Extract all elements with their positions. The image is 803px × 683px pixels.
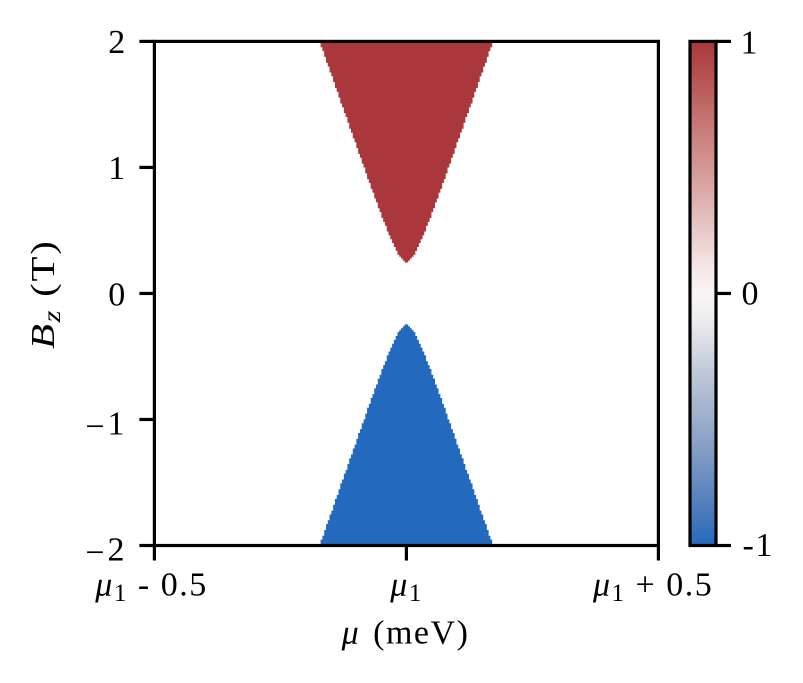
- svg-text:1: 1: [108, 150, 127, 187]
- svg-text:1: 1: [741, 24, 760, 61]
- svg-text:μ1 + 0.5: μ1 + 0.5: [592, 566, 713, 607]
- svg-text:0: 0: [108, 277, 127, 314]
- svg-text:−1: −1: [85, 405, 127, 445]
- svg-text:-1: -1: [743, 527, 774, 564]
- svg-text:2: 2: [108, 24, 127, 61]
- svg-text:Bz(T): Bz(T): [25, 239, 65, 349]
- svg-text:0: 0: [742, 276, 761, 313]
- svg-text:−2: −2: [85, 531, 127, 571]
- svg-text:μ1 - 0.5: μ1 - 0.5: [94, 566, 207, 607]
- svg-text:μ(meV): μ (meV): [341, 615, 470, 652]
- svg-text:μ1: μ1: [389, 566, 423, 607]
